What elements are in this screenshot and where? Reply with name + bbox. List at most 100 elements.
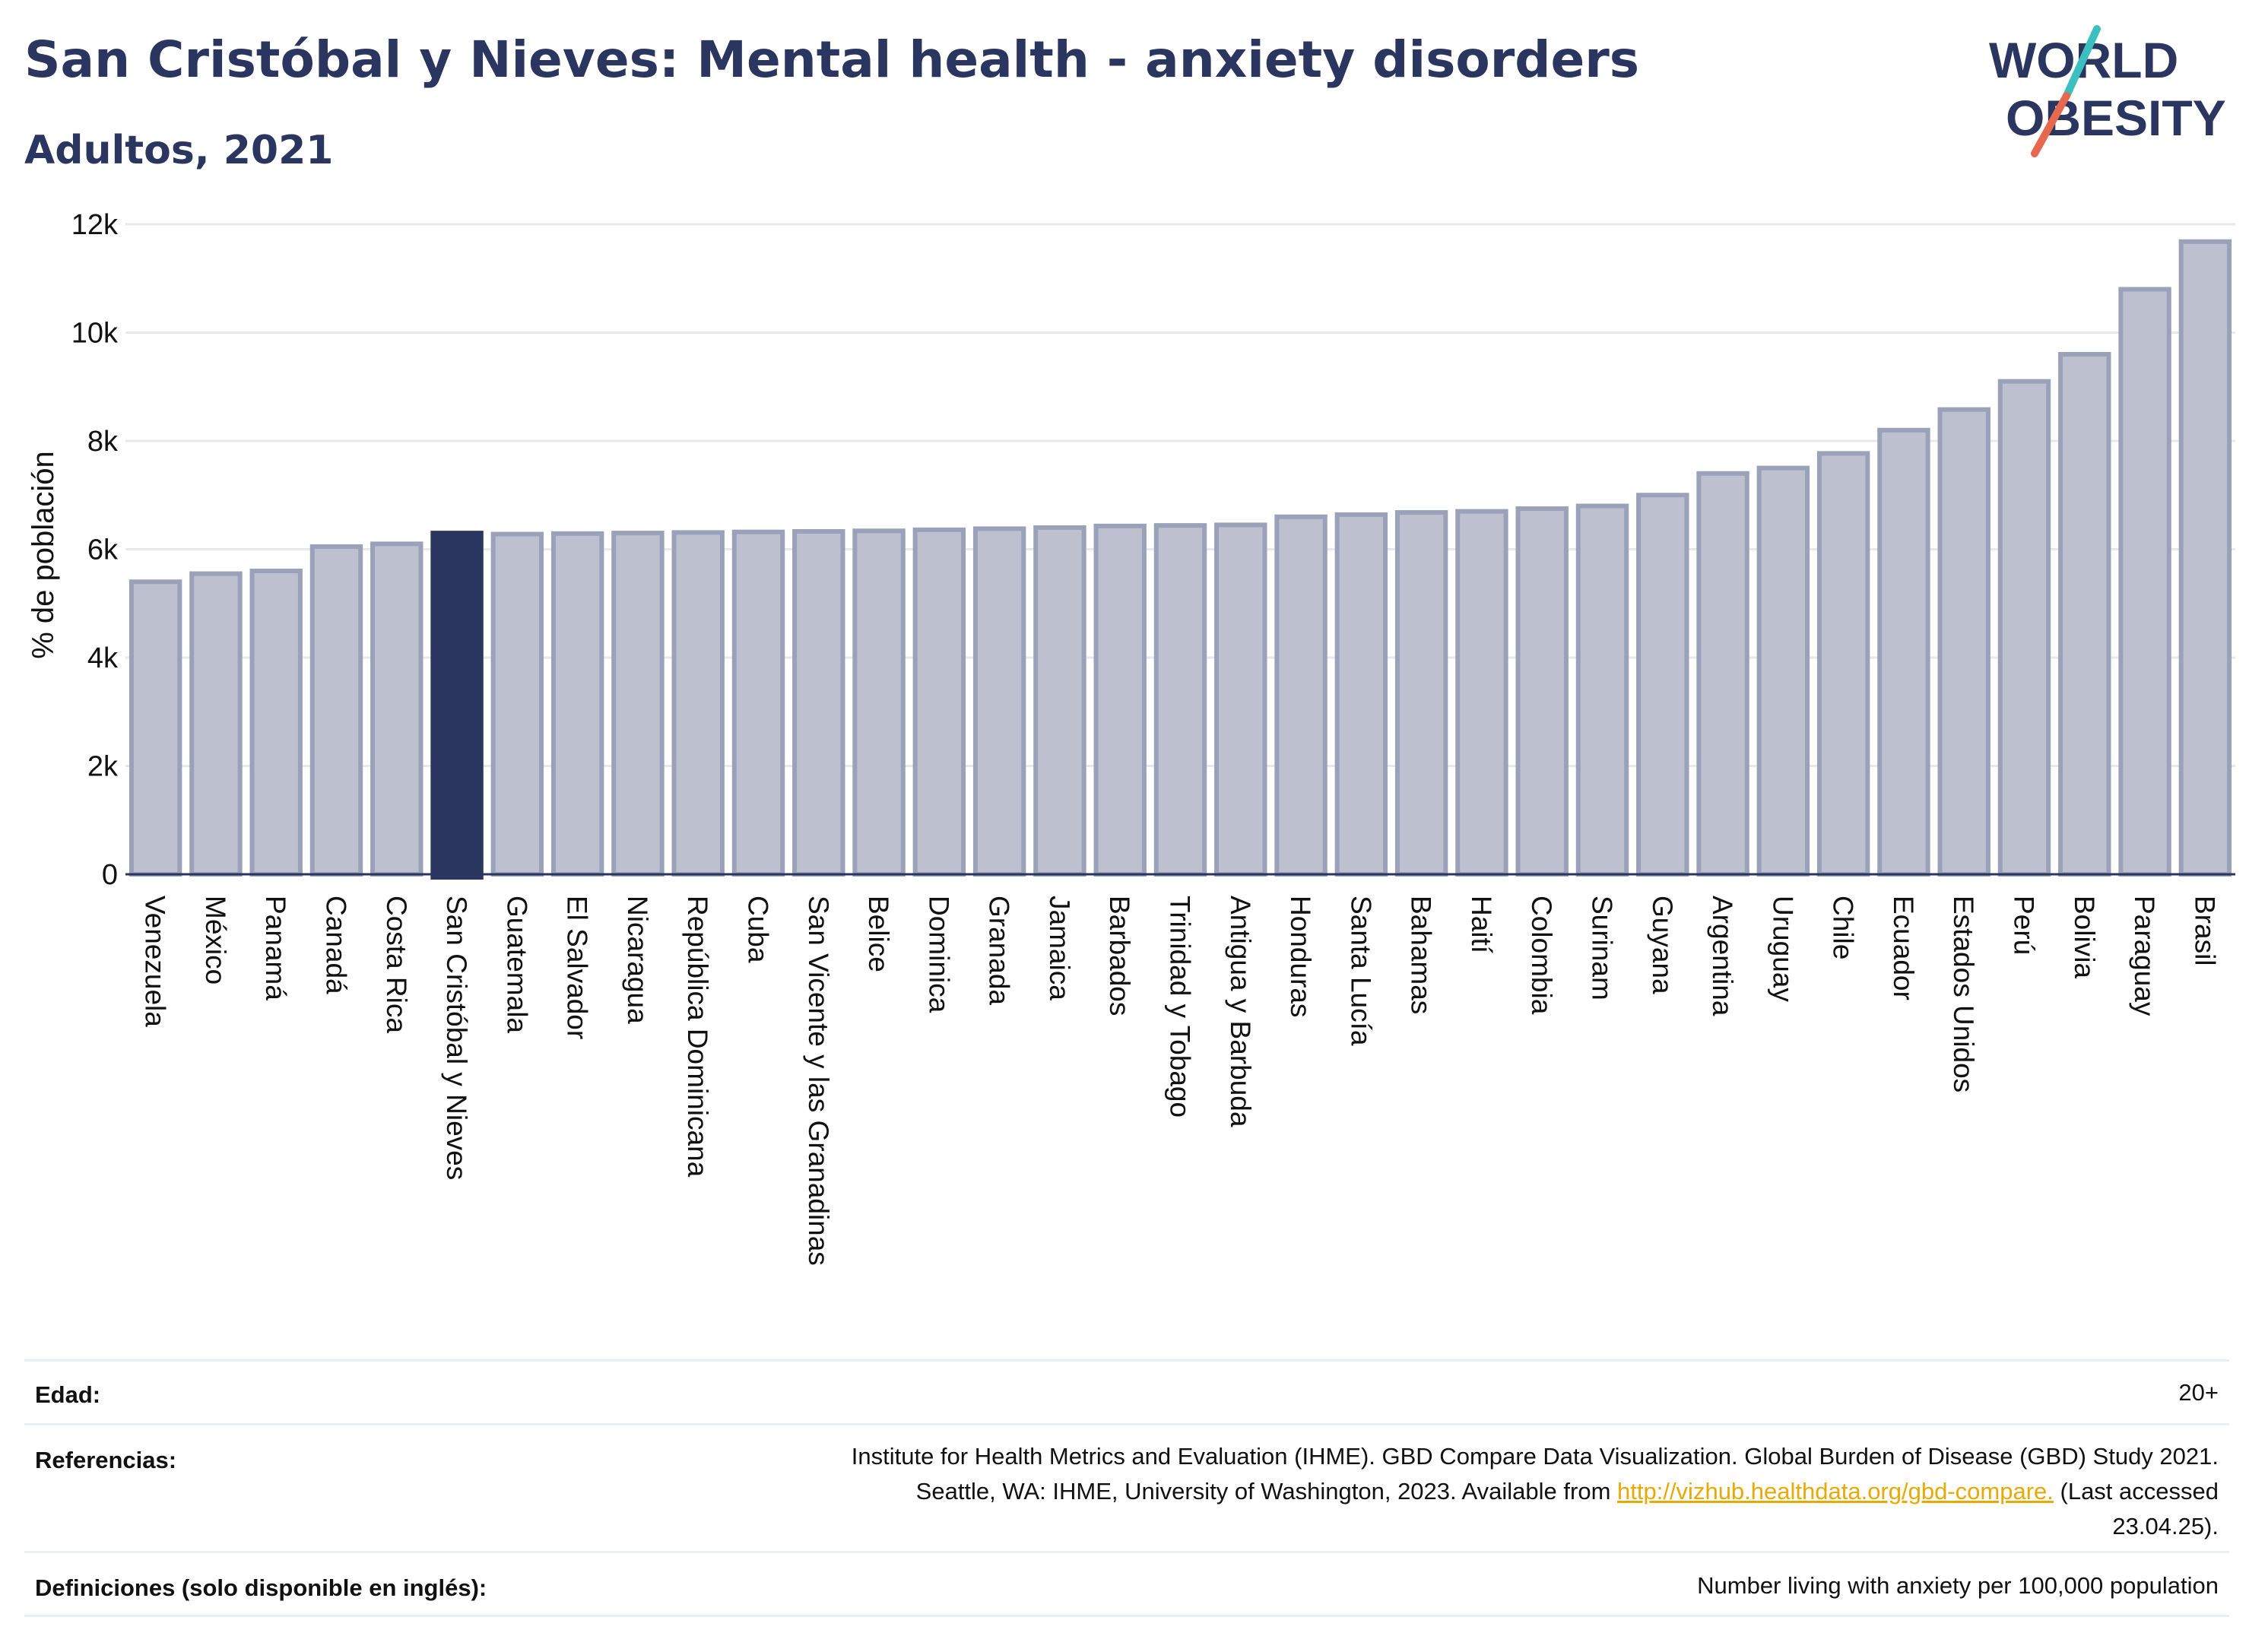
reference-line-2-pre: Seattle, WA: IHME, University of Washing… xyxy=(915,1478,1618,1505)
bar-jamaica[interactable] xyxy=(1033,525,1086,877)
x-tick-label: Barbados xyxy=(1104,896,1135,1016)
bar-panamá[interactable] xyxy=(249,569,303,877)
y-tick-label: 2k xyxy=(87,751,119,783)
bar-argentina[interactable] xyxy=(1696,471,1749,877)
reference-line-1: Institute for Health Metrics and Evaluat… xyxy=(851,1443,2219,1470)
x-tick-label: Chile xyxy=(1828,896,1859,959)
bar-brasil[interactable] xyxy=(2178,239,2232,877)
chart-title: San Cristóbal y Nieves: Mental health - … xyxy=(24,30,1640,89)
y-tick-label: 0 xyxy=(102,859,118,891)
bar-paraguay[interactable] xyxy=(2118,287,2171,877)
bar-venezuela[interactable] xyxy=(128,579,182,877)
footer-label-referencias: Referencias: xyxy=(35,1447,177,1473)
bars xyxy=(128,239,2232,880)
bar-granada[interactable] xyxy=(972,526,1026,877)
reference-line-2: Seattle, WA: IHME, University of Washing… xyxy=(852,1474,2219,1509)
world-obesity-logo: WORLD OBESITY xyxy=(1989,25,2226,157)
bar-belice[interactable] xyxy=(852,528,906,877)
x-tick-label: Uruguay xyxy=(1767,896,1798,1002)
x-tick-label: Dominica xyxy=(923,896,954,1013)
x-tick-label: Guatemala xyxy=(501,896,532,1033)
bar-ecuador[interactable] xyxy=(1877,427,1930,877)
bar-dominica[interactable] xyxy=(912,527,966,877)
footer-row-definiciones: Definiciones (solo disponible en inglés)… xyxy=(24,1551,2229,1617)
bar-méxico[interactable] xyxy=(189,571,243,877)
bar-guyana[interactable] xyxy=(1636,493,1689,877)
x-tick-label: Panamá xyxy=(260,896,291,1000)
x-tick-label: México xyxy=(200,896,231,985)
bar-bahamas[interactable] xyxy=(1394,510,1448,877)
x-tick-label: Belice xyxy=(863,896,894,972)
x-tick-label: Ecuador xyxy=(1888,896,1919,1000)
x-tick-label: Estados Unidos xyxy=(1948,896,1979,1092)
x-tick-label: Granada xyxy=(984,896,1015,1005)
x-tick-label: Bolivia xyxy=(2069,896,2100,978)
x-tick-label: República Dominicana xyxy=(682,896,713,1178)
bar-santa-lucía[interactable] xyxy=(1334,512,1388,877)
x-tick-label: Bahamas xyxy=(1406,896,1437,1014)
bar-colombia[interactable] xyxy=(1515,506,1569,877)
bar-antigua-y-barbuda[interactable] xyxy=(1214,522,1267,877)
bar-haití[interactable] xyxy=(1455,509,1508,877)
footer-label-definiciones: Definiciones (solo disponible en inglés)… xyxy=(35,1574,487,1601)
x-tick-label: Argentina xyxy=(1707,896,1738,1016)
x-tick-label: Antigua y Barbuda xyxy=(1225,896,1256,1127)
bar-san-cristóbal-y-nieves[interactable] xyxy=(430,531,484,880)
x-tick-label: Surinam xyxy=(1587,896,1618,1000)
bar-chile[interactable] xyxy=(1816,451,1870,877)
bar-canadá[interactable] xyxy=(309,544,363,877)
x-tick-label: Haití xyxy=(1466,896,1497,954)
x-tick-label: Cuba xyxy=(743,896,774,963)
footer-value-referencias: Institute for Health Metrics and Evaluat… xyxy=(852,1439,2219,1544)
chart-subtitle: Adultos, 2021 xyxy=(24,128,334,173)
reference-line-3: 23.04.25). xyxy=(2112,1513,2219,1539)
footer-bottom-border xyxy=(24,1615,2229,1617)
x-tick-label: Costa Rica xyxy=(381,896,412,1033)
bar-bolivia[interactable] xyxy=(2058,352,2111,877)
x-tick-label: Guyana xyxy=(1647,896,1678,994)
reference-line-2-post: (Last accessed xyxy=(2053,1478,2219,1505)
y-axis-label: % de población xyxy=(27,451,60,659)
x-tick-label: Paraguay xyxy=(2129,896,2160,1016)
x-tick-label: El Salvador xyxy=(562,896,593,1039)
bar-honduras[interactable] xyxy=(1274,514,1328,877)
footer-value-edad: 20+ xyxy=(2178,1379,2219,1406)
footer-value-definiciones: Number living with anxiety per 100,000 p… xyxy=(1697,1572,2219,1599)
y-tick-labels: 0 2k 4k 6k 8k 10k 12k xyxy=(71,209,119,891)
bar-barbados[interactable] xyxy=(1093,523,1147,877)
bar-uruguay[interactable] xyxy=(1756,465,1810,877)
bar-costa-rica[interactable] xyxy=(370,541,423,877)
x-tick-label: Nicaragua xyxy=(622,896,653,1024)
x-tick-label: Honduras xyxy=(1285,896,1316,1017)
bar-república-dominicana[interactable] xyxy=(671,530,725,877)
logo-slash-teal xyxy=(2063,25,2101,100)
x-tick-label: Venezuela xyxy=(140,896,171,1027)
bar-el-salvador[interactable] xyxy=(550,531,604,877)
bar-perú[interactable] xyxy=(1997,379,2051,877)
bar-estados-unidos[interactable] xyxy=(1937,407,1990,877)
y-tick-label: 8k xyxy=(87,426,119,458)
bar-nicaragua[interactable] xyxy=(611,531,665,877)
x-tick-label: Santa Lucía xyxy=(1345,896,1376,1046)
logo-slash-red xyxy=(2031,92,2070,157)
x-tick-label: San Vicente y las Granadinas xyxy=(803,896,834,1266)
y-tick-label: 10k xyxy=(71,318,119,350)
bar-cuba[interactable] xyxy=(731,529,785,877)
x-tick-label: Canadá xyxy=(321,896,352,994)
bar-surinam[interactable] xyxy=(1575,503,1629,877)
bar-guatemala[interactable] xyxy=(490,531,544,877)
footer-row-referencias: Referencias: Institute for Health Metric… xyxy=(24,1423,2229,1553)
footer-label-edad: Edad: xyxy=(35,1381,101,1408)
y-tick-label: 4k xyxy=(87,642,119,674)
bar-trinidad-y-tobago[interactable] xyxy=(1153,523,1207,877)
y-tick-label: 12k xyxy=(71,209,119,241)
reference-link[interactable]: http://vizhub.healthdata.org/gbd-compare… xyxy=(1617,1478,2054,1505)
x-tick-label: Colombia xyxy=(1526,896,1557,1015)
y-tick-label: 6k xyxy=(87,534,119,566)
x-tick-labels: Venezuela México Panamá Canadá Costa Rica San… xyxy=(140,896,2221,1266)
x-tick-label: Jamaica xyxy=(1044,896,1075,1000)
x-tick-label: Trinidad y Tobago xyxy=(1165,896,1196,1118)
bar-san-vicente-y-las-granadinas[interactable] xyxy=(792,528,845,877)
bar-chart: 0 2k 4k 6k 8k 10k 12k Venezuela México Panamá Can… xyxy=(27,209,2235,1266)
footer-row-edad: Edad: 20+ xyxy=(24,1359,2229,1425)
